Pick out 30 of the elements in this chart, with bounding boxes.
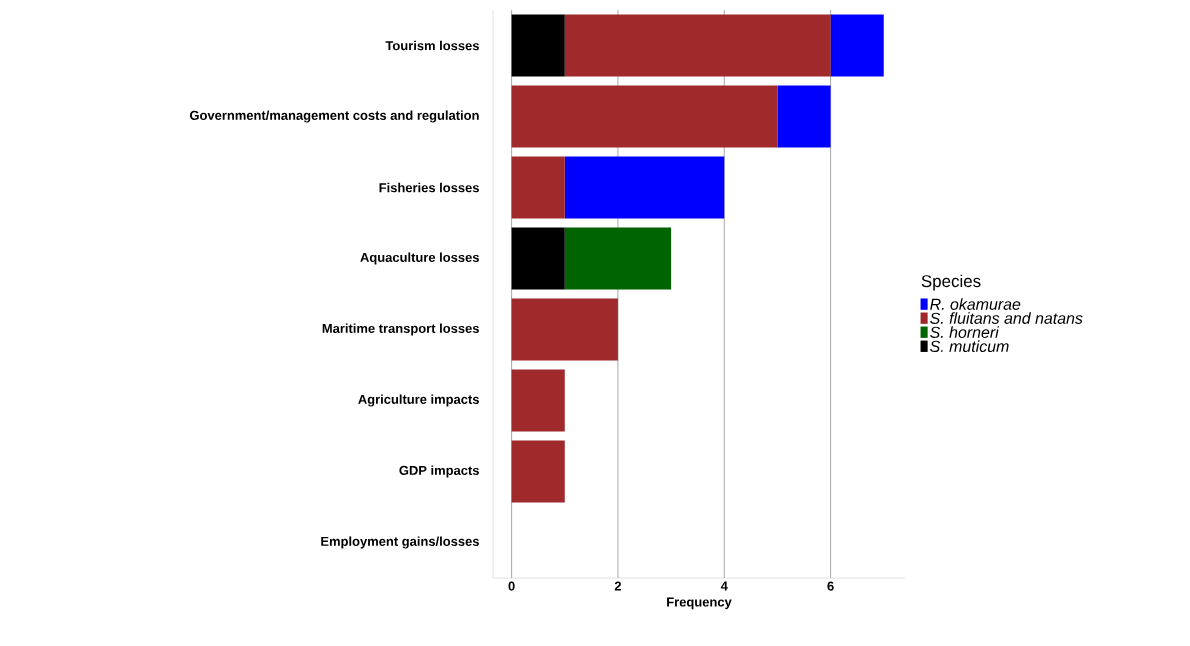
bar (511, 156, 565, 219)
bar (564, 14, 831, 77)
bar (564, 227, 672, 290)
bar (511, 369, 565, 432)
legend-label: S. fluitans and natans (930, 312, 1083, 324)
bar (564, 156, 725, 219)
x-tick-label: 6 (827, 581, 834, 591)
legend-label: R. okamurae (930, 298, 1021, 310)
y-tick-label: Government/management costs and regulation (189, 110, 479, 123)
x-tick-label: 4 (720, 581, 728, 591)
bar (777, 85, 831, 148)
bar (511, 14, 565, 77)
bar (511, 298, 618, 361)
bar (511, 227, 565, 290)
legend-title: Species (921, 274, 981, 291)
legend-label: S. horneri (930, 326, 1000, 338)
legend-label: S. muticum (930, 340, 1009, 353)
y-tick-label: Fisheries losses (379, 182, 479, 193)
y-tick-label: Maritime transport losses (322, 323, 479, 336)
y-tick-label: Tourism losses (385, 40, 479, 51)
bar (511, 85, 778, 148)
y-tick-label: Employment gains/losses (321, 536, 479, 549)
bar (830, 14, 884, 77)
y-tick-label: Aquaculture losses (360, 252, 479, 265)
bar (511, 440, 565, 503)
y-tick-label: GDP impacts (399, 465, 479, 478)
y-tick-label: Agriculture impacts (358, 394, 479, 407)
x-axis-title: Frequency (667, 597, 732, 610)
x-tick-label: 0 (508, 581, 515, 591)
x-tick-label: 2 (614, 581, 622, 591)
